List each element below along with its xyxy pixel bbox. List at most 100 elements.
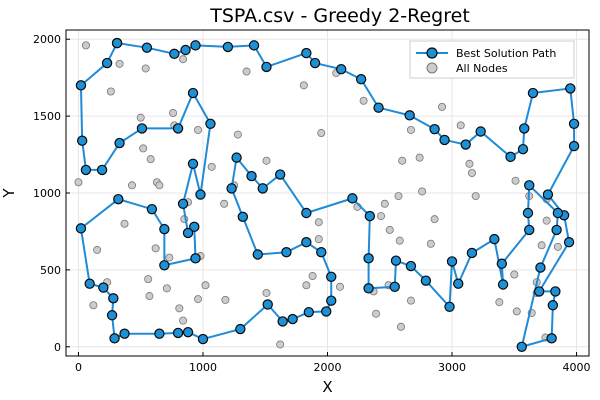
chart-title: TSPA.csv - Greedy 2-Regret	[209, 5, 470, 27]
node-point	[406, 125, 415, 134]
path-point	[182, 227, 194, 239]
node-point	[136, 113, 145, 122]
path-point	[96, 164, 108, 176]
node-point	[302, 281, 311, 290]
node-point	[317, 129, 326, 138]
legend-box	[409, 40, 575, 79]
path-point	[274, 169, 286, 180]
node-point	[335, 282, 344, 291]
path-point	[542, 189, 554, 200]
node-point	[242, 67, 251, 76]
legend-entry-solution-path: Best Solution Path	[456, 47, 556, 60]
path-point	[496, 258, 508, 269]
node-point	[380, 199, 389, 208]
legend-path-marker	[426, 47, 438, 59]
path-point	[237, 211, 249, 223]
path-point	[108, 293, 119, 304]
x-axis-label: X	[322, 378, 332, 396]
path-point	[98, 282, 109, 293]
path-point	[363, 283, 374, 294]
node-point	[201, 281, 210, 290]
path-point	[231, 152, 242, 163]
y-tick-label: 1000	[33, 187, 61, 200]
path-point	[177, 198, 189, 209]
path-point	[113, 193, 124, 205]
axis-ticks: 0 1000 2000 3000 4000 0 500 1000 1500 2000	[33, 33, 591, 374]
node-point	[276, 340, 285, 349]
legend-entry-all-nodes: All Nodes	[456, 62, 508, 75]
path-point	[262, 299, 273, 310]
path-point	[109, 333, 120, 344]
node-point	[537, 241, 546, 250]
path-point	[248, 40, 260, 51]
node-point	[438, 102, 447, 111]
path-point	[235, 323, 246, 335]
path-point	[568, 118, 580, 130]
path-point	[195, 189, 206, 200]
path-point	[281, 247, 292, 258]
node-point	[456, 121, 465, 130]
path-point	[326, 295, 337, 306]
node-point	[179, 316, 188, 325]
node-point	[308, 272, 317, 281]
y-tick-label: 2000	[33, 33, 61, 46]
node-point	[359, 96, 368, 105]
path-point	[363, 253, 374, 264]
path-point	[364, 210, 376, 222]
path-point	[505, 151, 516, 163]
path-point	[405, 260, 417, 272]
node-point	[120, 219, 129, 228]
node-point	[207, 162, 216, 171]
node-point	[542, 216, 551, 225]
node-point	[179, 55, 188, 64]
path-point	[205, 118, 216, 130]
node-point	[141, 64, 150, 73]
node-point	[467, 169, 476, 178]
node-point	[426, 239, 435, 248]
path-point	[522, 207, 534, 219]
path-point	[101, 57, 113, 69]
path-point	[516, 341, 527, 352]
node-point	[89, 301, 98, 310]
node-point	[314, 218, 323, 227]
path-point	[287, 313, 298, 325]
path-point	[180, 44, 191, 56]
node-point	[511, 176, 520, 185]
path-point	[154, 328, 165, 339]
node-point	[394, 192, 403, 201]
node-point	[512, 307, 521, 316]
path-point	[390, 255, 402, 266]
path-point	[533, 286, 545, 297]
y-tick-label: 500	[40, 264, 61, 277]
path-point	[321, 306, 332, 317]
node-point	[151, 244, 160, 253]
node-point	[385, 225, 394, 234]
node-point	[162, 284, 171, 293]
node-point	[398, 156, 407, 165]
node-point	[169, 109, 178, 118]
node-point	[377, 212, 386, 221]
path-point	[106, 310, 118, 321]
path-point	[546, 333, 557, 344]
path-point	[119, 328, 130, 339]
path-point	[309, 57, 321, 69]
x-tick-label: 2000	[314, 361, 342, 374]
node-point	[396, 322, 405, 331]
node-point	[430, 215, 439, 224]
path-point	[404, 110, 415, 121]
path-point	[550, 286, 561, 297]
legend-nodes-marker	[426, 62, 438, 74]
node-point	[299, 81, 308, 90]
path-point	[453, 278, 464, 289]
path-point	[80, 164, 92, 176]
path-point	[326, 271, 337, 283]
node-point	[193, 295, 202, 304]
node-point	[139, 144, 148, 153]
path-point	[136, 123, 148, 134]
path-point	[551, 224, 562, 236]
path-point	[172, 327, 184, 339]
path-point	[261, 61, 272, 73]
path-point	[190, 253, 201, 264]
y-tick-label: 1500	[33, 110, 61, 123]
path-point	[75, 80, 87, 91]
